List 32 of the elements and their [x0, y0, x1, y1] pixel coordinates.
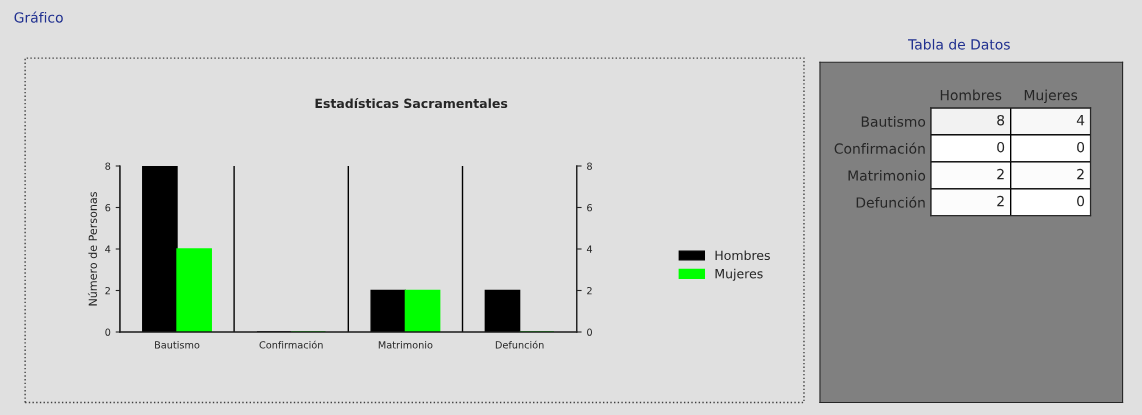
x-tick-label: Confirmación [259, 340, 323, 349]
y2-tick-label: 8 [587, 162, 592, 170]
data-label: 0 [1077, 141, 1085, 153]
data-label: 2 [997, 168, 1004, 180]
y-tick-label: 2 [105, 286, 110, 295]
data-label: 0 [1077, 195, 1085, 207]
y-tick-label: Defunción [856, 196, 925, 208]
y2-tick-label: 2 [587, 286, 592, 295]
y-tick-label: 6 [105, 203, 111, 212]
legend-label: Hombres [715, 250, 770, 261]
y2-tick-label: 6 [587, 203, 593, 212]
y-tick-label: 0 [105, 328, 111, 336]
legend-label: Mujeres [715, 268, 763, 281]
data-label: 4 [1076, 115, 1085, 126]
y-axis-title: Número de Personas [87, 192, 97, 306]
data-label: 2 [997, 195, 1004, 207]
y2-tick-label: 0 [587, 328, 592, 336]
y-tick-label: Matrimonio [848, 170, 926, 181]
y-tick-label: Confirmación [834, 142, 925, 154]
x-tick-label: Defunción [495, 340, 544, 349]
y2-tick-label: 4 [586, 245, 593, 253]
data-label: 2 [1077, 168, 1084, 180]
data-label: 8 [997, 114, 1005, 126]
y-tick-label: 8 [105, 162, 111, 170]
text: Gráfico [14, 11, 63, 23]
x-tick-label: Matrimonio [378, 341, 433, 349]
chart-title: Estadísticas Sacramentales [315, 97, 508, 109]
y-tick-label: Bautismo [861, 116, 926, 127]
chart-title: Tabla de Datos [908, 38, 1010, 50]
x-tick-label: Bautismo [155, 341, 200, 349]
y-tick-label: 4 [105, 245, 111, 253]
data-label: 0 [997, 141, 1005, 153]
